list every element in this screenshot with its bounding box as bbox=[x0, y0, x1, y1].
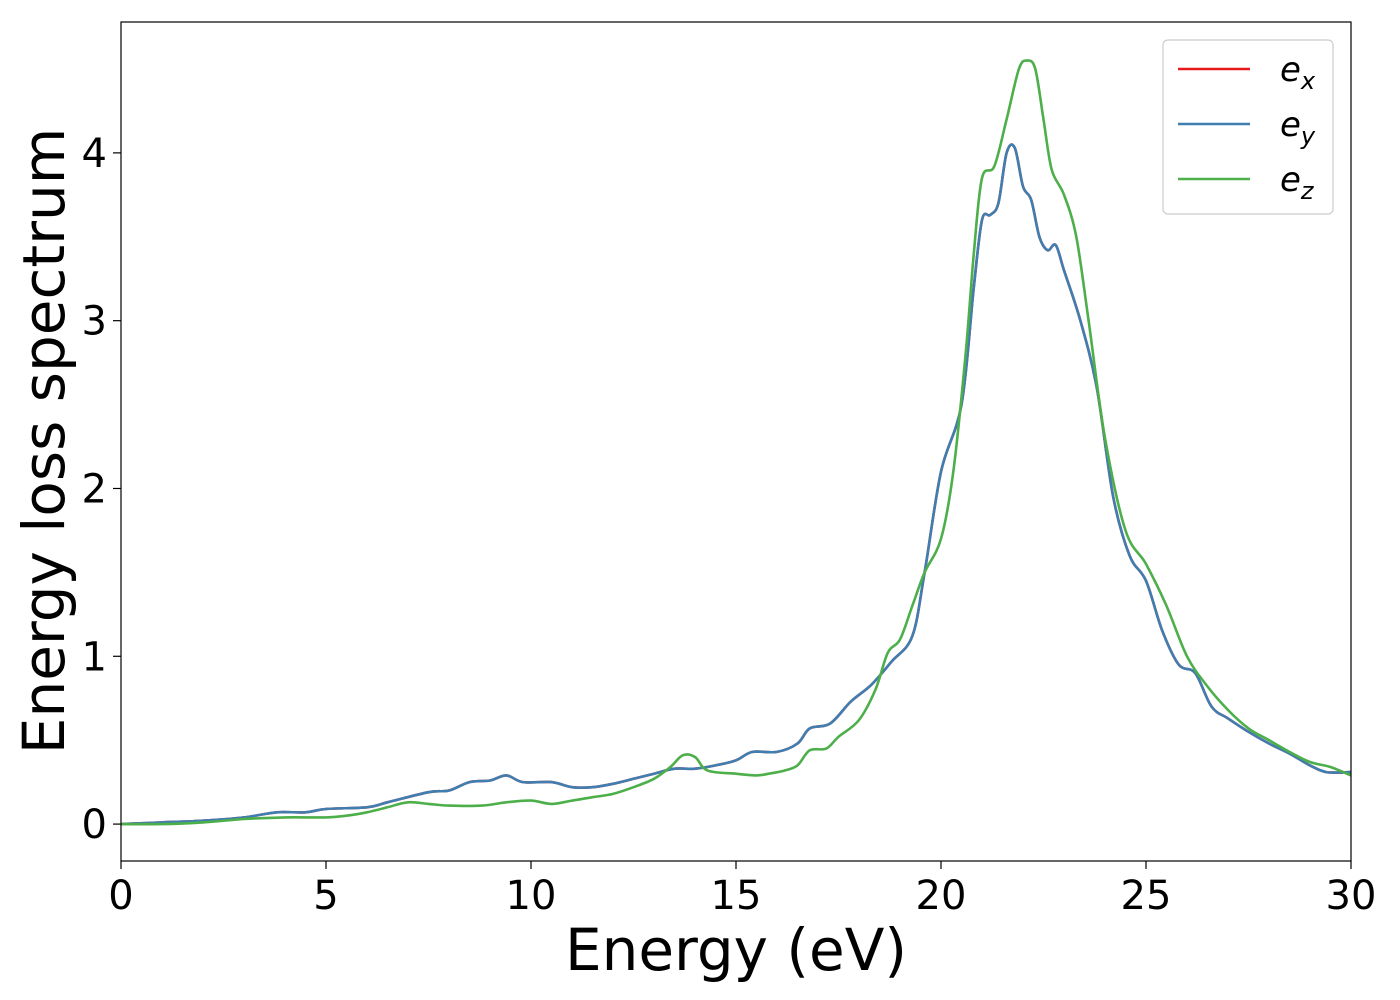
legend-label-base: e bbox=[1280, 160, 1301, 200]
x-axis-title: Energy (eV) bbox=[565, 916, 907, 984]
series-line-e_y bbox=[120, 143, 1352, 826]
legend-label-e_z: ez bbox=[1280, 160, 1315, 205]
y-axis: 0 1 2 3 4 bbox=[82, 131, 121, 848]
y-tick-label: 0 bbox=[82, 802, 107, 848]
legend-label-base: e bbox=[1280, 105, 1301, 145]
legend-label-subscript: x bbox=[1300, 67, 1316, 95]
legend-label-e_y: ey bbox=[1280, 105, 1316, 150]
x-axis: 0 5 10 15 20 25 30 bbox=[108, 861, 1376, 919]
legend-label-base: e bbox=[1280, 50, 1301, 90]
series-layer bbox=[120, 59, 1352, 826]
x-tick-label: 15 bbox=[711, 873, 762, 919]
x-tick-label: 0 bbox=[108, 873, 133, 919]
x-tick-label: 25 bbox=[1121, 873, 1172, 919]
legend-label-subscript: z bbox=[1300, 177, 1315, 205]
y-tick-label: 2 bbox=[82, 466, 107, 512]
x-tick-label: 10 bbox=[506, 873, 557, 919]
x-tick-label: 30 bbox=[1326, 873, 1377, 919]
y-tick-label: 3 bbox=[82, 299, 107, 345]
x-tick-label: 20 bbox=[916, 873, 967, 919]
y-tick-label: 1 bbox=[82, 634, 107, 680]
y-axis-title: Energy loss spectrum bbox=[10, 128, 78, 754]
series-line-e_z bbox=[120, 59, 1352, 826]
y-tick-label: 4 bbox=[82, 131, 107, 177]
legend-box bbox=[1162, 39, 1334, 215]
legend-label-e_x: ex bbox=[1280, 50, 1316, 95]
x-tick-label: 5 bbox=[313, 873, 338, 919]
legend-label-subscript: y bbox=[1300, 122, 1316, 150]
